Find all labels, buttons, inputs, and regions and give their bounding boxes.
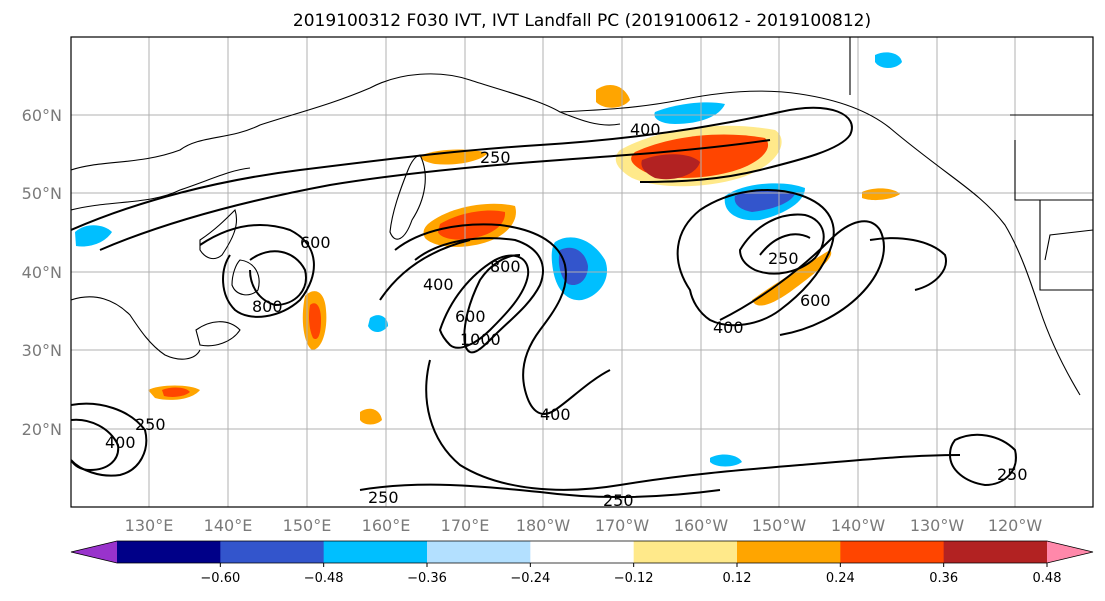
- lat-label: 60°N: [22, 106, 62, 125]
- lon-label: 150°W: [752, 516, 807, 535]
- contour-label: 250: [135, 415, 166, 434]
- lon-label: 170°E: [441, 516, 490, 535]
- contour-label: 400: [630, 120, 661, 139]
- contour-label: 250: [768, 249, 799, 268]
- colorbar-segment: [323, 541, 428, 563]
- contour-label: 400: [105, 433, 136, 452]
- colorbar-segment: [943, 541, 1048, 563]
- pc-positive-east-spot: [862, 188, 900, 201]
- lon-label: 180°W: [516, 516, 571, 535]
- lon-label: 130°W: [910, 516, 965, 535]
- lon-label: 150°E: [283, 516, 332, 535]
- colorbar-segment: [633, 541, 738, 563]
- contour-label: 400: [713, 318, 744, 337]
- pc-negative-south-spot: [710, 454, 742, 467]
- lon-label: 130°E: [125, 516, 174, 535]
- lon-label: 140°W: [831, 516, 886, 535]
- lat-label: 50°N: [22, 184, 62, 203]
- pc-positive-alaska-max: [641, 154, 700, 180]
- contour-label: 600: [455, 307, 486, 326]
- colorbar-segment: [427, 541, 531, 563]
- pc-negative-mid-spot: [368, 315, 388, 332]
- contour-label: 400: [423, 275, 454, 294]
- colorbar-extend-max: [1047, 541, 1093, 563]
- contour-label: 800: [490, 257, 521, 276]
- pc-negative-west-spot: [75, 225, 112, 247]
- figure-title: 2019100312 F030 IVT, IVT Landfall PC (20…: [293, 11, 871, 31]
- colorbar-tick-label: 0.48: [1033, 571, 1062, 586]
- lon-label: 120°W: [988, 516, 1043, 535]
- contour-label: 800: [252, 297, 283, 316]
- pc-negative-north-east-core: [734, 189, 795, 212]
- contour-label: 1000: [460, 330, 501, 349]
- contour-label: 400: [540, 405, 571, 424]
- colorbar: −0.60 −0.48 −0.36 −0.24 −0.12 0.12 0.24 0.36 0.4…: [70, 540, 1094, 586]
- colorbar-segment: [530, 541, 635, 563]
- pc-negative-alaska: [654, 102, 725, 124]
- lat-label: 20°N: [22, 420, 62, 439]
- ivt-contours: [71, 106, 1017, 499]
- coastlines: [71, 37, 1093, 396]
- colorbar-tick-label: −0.24: [510, 571, 550, 586]
- latitude-labels: 60°N 50°N 40°N 30°N 20°N: [22, 106, 62, 439]
- colorbar-segment: [737, 541, 841, 563]
- pc-negative-gulf-spot: [875, 52, 902, 68]
- map-frame: [70, 36, 1094, 508]
- lon-label: 160°E: [362, 516, 411, 535]
- colorbar-segment: [840, 541, 945, 563]
- map-panel: 250 400 600 800 1000 400 800 600 400 250…: [70, 36, 1094, 510]
- colorbar-tick-label: −0.48: [304, 571, 344, 586]
- contour-label: 600: [300, 233, 331, 252]
- colorbar-segment: [117, 541, 221, 563]
- pc-positive-spot-sw2: [360, 408, 382, 425]
- pc-positive-sw-core: [162, 387, 190, 397]
- lon-label: 170°W: [595, 516, 650, 535]
- contour-label: 250: [997, 465, 1028, 484]
- colorbar-tick-label: 0.12: [723, 571, 752, 586]
- longitude-labels: 130°E 140°E 150°E 160°E 170°E 180°W 170°…: [125, 516, 1043, 535]
- contour-label: 250: [480, 148, 511, 167]
- contour-label: 250: [603, 491, 634, 510]
- pc-positive-japan-core: [309, 303, 321, 340]
- pc-positive-strip-east: [752, 250, 832, 306]
- colorbar-tick-label: 0.24: [826, 571, 855, 586]
- colorbar-outline: [70, 540, 1094, 564]
- colorbar-tick-label: 0.36: [929, 571, 958, 586]
- colorbar-tick-label: −0.60: [200, 571, 240, 586]
- lat-label: 40°N: [22, 263, 62, 282]
- lat-label: 30°N: [22, 341, 62, 360]
- contour-label: 600: [800, 291, 831, 310]
- graticule: [71, 37, 1093, 507]
- lon-label: 160°W: [674, 516, 729, 535]
- colorbar-tick-label: −0.36: [407, 571, 447, 586]
- colorbar-tick-label: −0.12: [614, 571, 654, 586]
- colorbar-extend-min: [71, 541, 117, 563]
- contour-labels: 250 400 600 800 1000 400 800 600 400 250…: [105, 120, 1028, 510]
- contour-label: 250: [368, 488, 399, 507]
- lon-label: 140°E: [204, 516, 253, 535]
- colorbar-segment: [220, 541, 325, 563]
